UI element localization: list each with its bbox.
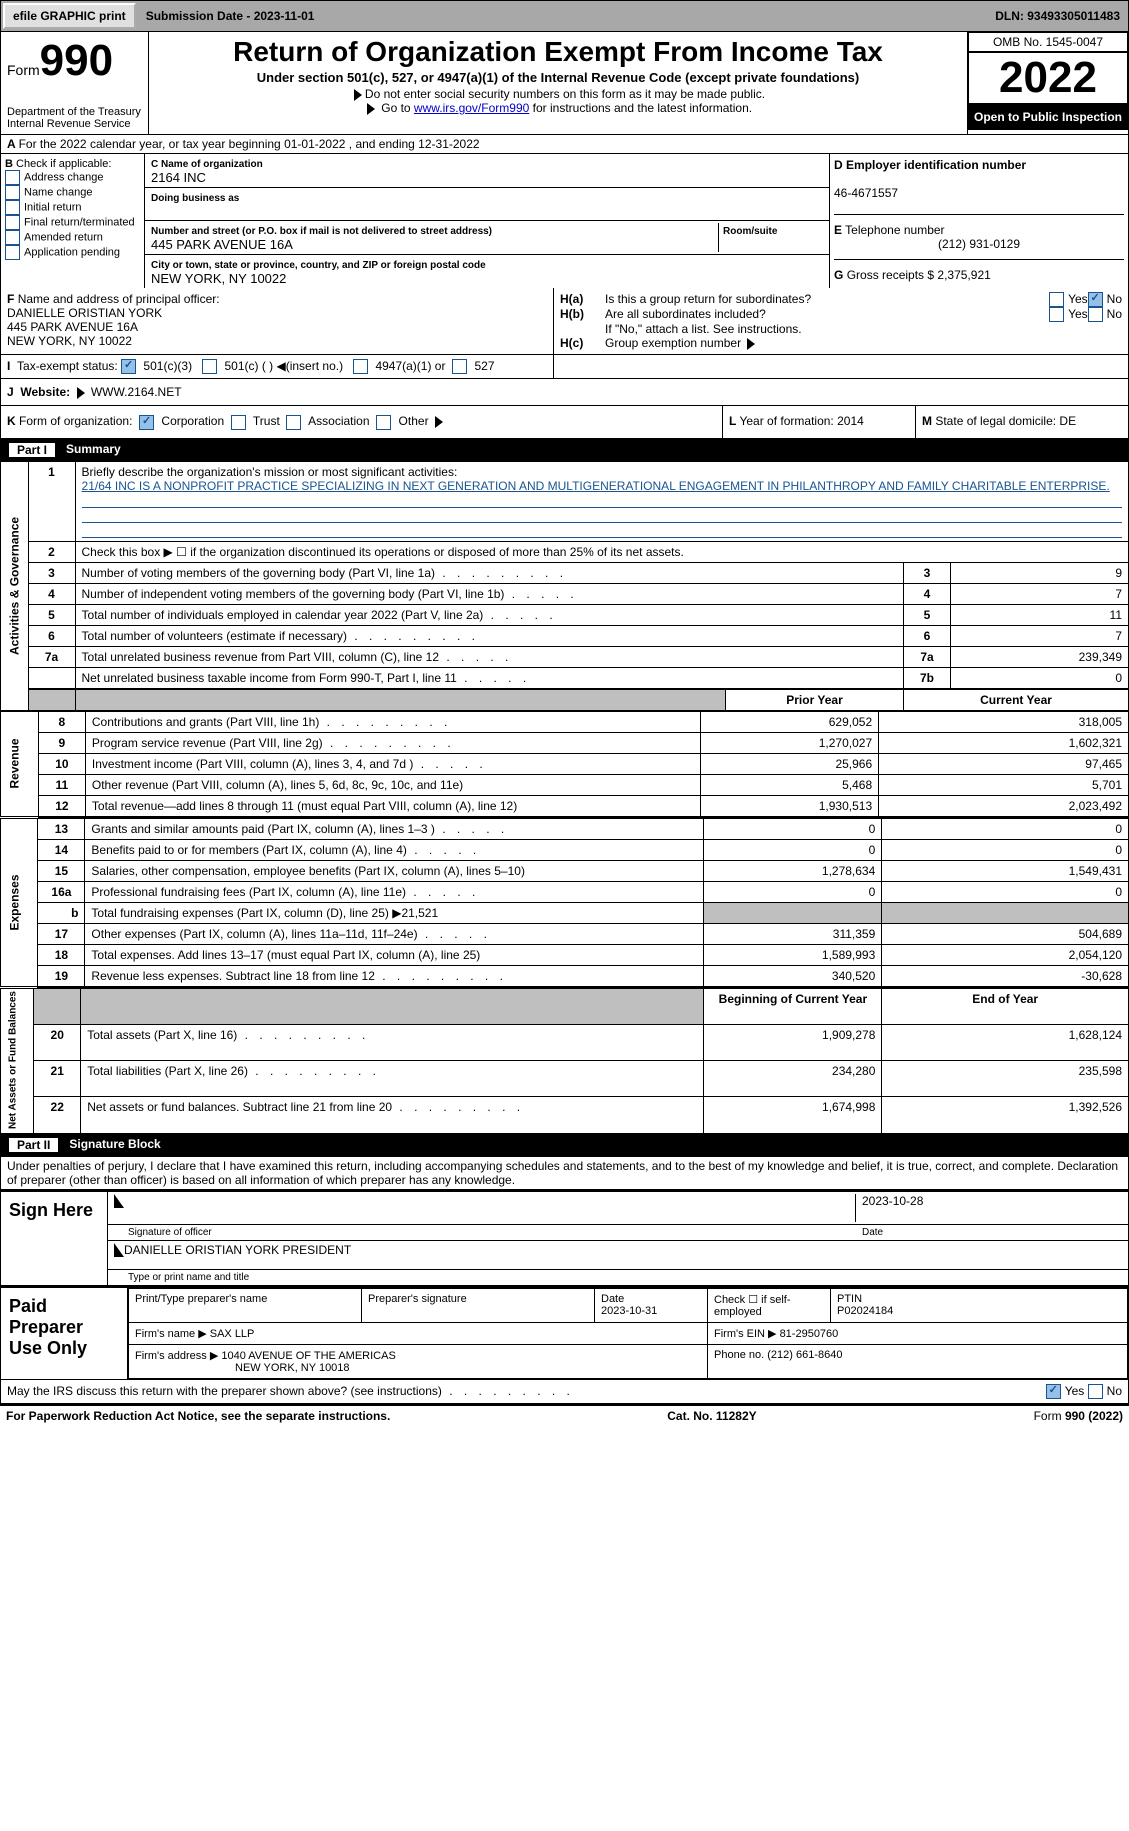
hb-yes-checkbox[interactable] bbox=[1049, 307, 1064, 322]
efile-print-button[interactable]: efile GRAPHIC print bbox=[3, 3, 136, 29]
org-city: NEW YORK, NY 10022 bbox=[151, 271, 286, 286]
name-change-checkbox[interactable] bbox=[5, 185, 20, 200]
org-name: 2164 INC bbox=[151, 170, 206, 185]
sig-date: 2023-10-28 bbox=[855, 1194, 1122, 1222]
department-label: Department of the Treasury bbox=[7, 106, 142, 118]
footer: For Paperwork Reduction Act Notice, see … bbox=[0, 1404, 1129, 1426]
ha-yes-checkbox[interactable] bbox=[1049, 292, 1064, 307]
discuss-no-checkbox[interactable] bbox=[1088, 1384, 1103, 1399]
activities-label: Activities & Governance bbox=[1, 461, 29, 710]
application-pending-checkbox[interactable] bbox=[5, 245, 20, 260]
line8-py: 629,052 bbox=[701, 711, 879, 732]
goto-instructions: Go to www.irs.gov/Form990 for instructio… bbox=[151, 101, 965, 115]
line7b-val: 0 bbox=[951, 667, 1129, 689]
527-checkbox[interactable] bbox=[452, 359, 467, 374]
discuss-yes-checkbox[interactable] bbox=[1046, 1384, 1061, 1399]
other-checkbox[interactable] bbox=[376, 415, 391, 430]
association-checkbox[interactable] bbox=[286, 415, 301, 430]
501c3-checkbox[interactable] bbox=[121, 359, 136, 374]
ptin: P02024184 bbox=[837, 1305, 893, 1317]
irs-label: Internal Revenue Service bbox=[7, 118, 142, 130]
line4-val: 7 bbox=[951, 583, 1129, 604]
net-assets-label: Net Assets or Fund Balances bbox=[1, 988, 34, 1133]
year-formation: 2014 bbox=[837, 414, 864, 428]
dln-number: DLN: 93493305011483 bbox=[987, 5, 1128, 27]
amended-return-checkbox[interactable] bbox=[5, 230, 20, 245]
form-header: Form990 Department of the Treasury Inter… bbox=[0, 32, 1129, 134]
hb-no-checkbox[interactable] bbox=[1088, 307, 1103, 322]
line3-val: 9 bbox=[951, 562, 1129, 583]
perjury-statement: Under penalties of perjury, I declare th… bbox=[0, 1156, 1129, 1191]
tax-year: 2022 bbox=[968, 52, 1128, 104]
revenue-label: Revenue bbox=[1, 711, 39, 817]
top-bar: efile GRAPHIC print Submission Date - 20… bbox=[0, 0, 1129, 32]
officer-printed-name: DANIELLE ORISTIAN YORK PRESIDENT bbox=[124, 1243, 351, 1267]
open-to-public: Open to Public Inspection bbox=[968, 104, 1128, 130]
line8-cy: 318,005 bbox=[879, 711, 1129, 732]
telephone: (212) 931-0129 bbox=[834, 237, 1124, 251]
firm-ein: 81-2950760 bbox=[780, 1328, 839, 1340]
irs-form990-link[interactable]: www.irs.gov/Form990 bbox=[414, 101, 529, 115]
mission-text: 21/64 INC IS A NONPROFIT PRACTICE SPECIA… bbox=[82, 479, 1110, 493]
address-change-checkbox[interactable] bbox=[5, 170, 20, 185]
line7a-val: 239,349 bbox=[951, 646, 1129, 667]
initial-return-checkbox[interactable] bbox=[5, 200, 20, 215]
ssn-warning: Do not enter social security numbers on … bbox=[151, 87, 965, 101]
omb-number: OMB No. 1545-0047 bbox=[968, 32, 1128, 52]
ha-no-checkbox[interactable] bbox=[1088, 292, 1103, 307]
part1-header: Part ISummary bbox=[0, 439, 1129, 461]
org-info-block: B Check if applicable: Address change Na… bbox=[0, 154, 1129, 288]
line5-val: 11 bbox=[951, 604, 1129, 625]
main-title: Return of Organization Exempt From Incom… bbox=[151, 36, 965, 68]
ein: 46-4671557 bbox=[834, 186, 898, 200]
website: WWW.2164.NET bbox=[91, 385, 182, 399]
line6-val: 7 bbox=[951, 625, 1129, 646]
4947a1-checkbox[interactable] bbox=[353, 359, 368, 374]
state-domicile: DE bbox=[1059, 414, 1076, 428]
form-label: Form990 bbox=[7, 36, 142, 86]
sign-here-label: Sign Here bbox=[1, 1192, 108, 1285]
part2-header: Part IISignature Block bbox=[0, 1134, 1129, 1156]
501c-other-checkbox[interactable] bbox=[202, 359, 217, 374]
submission-date: Submission Date - 2023-11-01 bbox=[138, 5, 323, 27]
expenses-label: Expenses bbox=[1, 818, 38, 987]
officer-name: DANIELLE ORISTIAN YORK bbox=[7, 306, 162, 320]
under-section-text: Under section 501(c), 527, or 4947(a)(1)… bbox=[151, 70, 965, 85]
line-a-tax-year: A For the 2022 calendar year, or tax yea… bbox=[0, 134, 1129, 154]
summary-table: Activities & Governance 1 Briefly descri… bbox=[0, 461, 1129, 711]
corporation-checkbox[interactable] bbox=[139, 415, 154, 430]
firm-name: SAX LLP bbox=[210, 1328, 255, 1340]
gross-receipts: 2,375,921 bbox=[937, 268, 990, 282]
final-return-checkbox[interactable] bbox=[5, 215, 20, 230]
paid-preparer-label: Paid Preparer Use Only bbox=[1, 1288, 128, 1379]
org-address: 445 PARK AVENUE 16A bbox=[151, 237, 293, 252]
trust-checkbox[interactable] bbox=[231, 415, 246, 430]
firm-phone: (212) 661-8640 bbox=[767, 1349, 842, 1361]
